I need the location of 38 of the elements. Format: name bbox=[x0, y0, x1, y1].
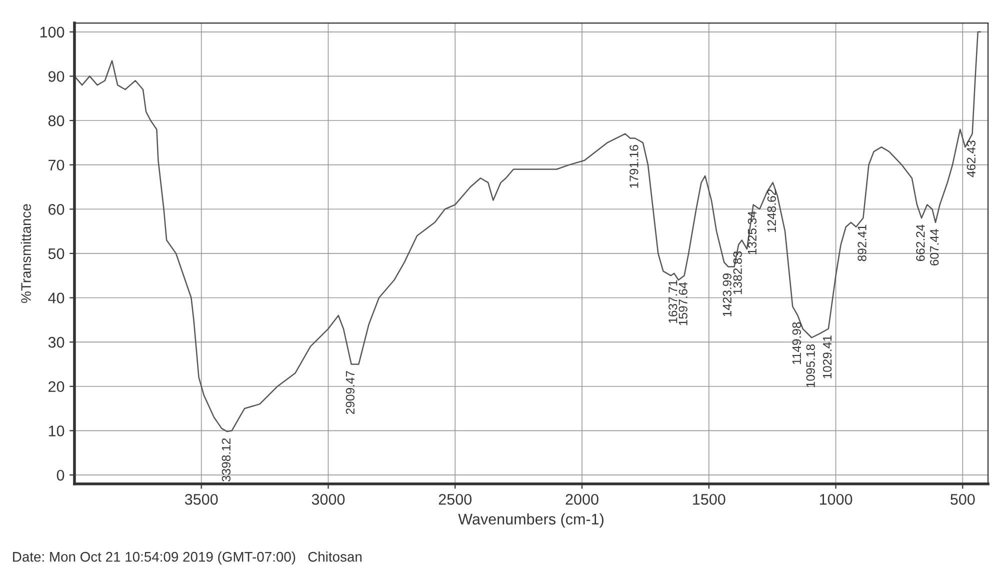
x-tick-label: 2000 bbox=[566, 494, 598, 505]
y-tick-label: 70 bbox=[48, 160, 64, 171]
y-tick-label: 30 bbox=[48, 336, 64, 348]
x-tick-label: 3000 bbox=[312, 494, 345, 505]
annotation: 1382.83 bbox=[733, 251, 742, 294]
x-axis-title: Wavenumbers (cm-1) bbox=[458, 513, 604, 528]
annotation: 1248.62 bbox=[767, 189, 776, 232]
y-tick-label: 80 bbox=[48, 115, 64, 126]
x-tick-label: 3500 bbox=[184, 494, 218, 505]
x-tick-label: 2500 bbox=[438, 494, 472, 505]
annotation: 1029.41 bbox=[822, 336, 832, 378]
annotation: 1791.16 bbox=[630, 145, 638, 188]
y-tick-label: 0 bbox=[56, 470, 64, 481]
x-tick-label: 1500 bbox=[693, 494, 726, 505]
y-tick-label: 50 bbox=[48, 248, 64, 260]
y-tick-label: 20 bbox=[48, 381, 64, 392]
y-tick-label: 40 bbox=[48, 292, 64, 304]
x-tick-label: 500 bbox=[950, 494, 975, 505]
annotation: 892.41 bbox=[858, 224, 866, 262]
annotation: 2909.47 bbox=[346, 371, 354, 414]
annotation: 1423.99 bbox=[722, 274, 732, 316]
annotation: 1095.18 bbox=[806, 344, 815, 388]
annotation: 462.43 bbox=[966, 140, 976, 178]
y-axis-title: %Transmittance bbox=[20, 204, 31, 303]
y-tick-label: 60 bbox=[48, 204, 64, 215]
x-tick-label: 1000 bbox=[820, 494, 852, 505]
line-series bbox=[74, 31, 982, 432]
annotation: 3398.12 bbox=[222, 438, 230, 482]
annotation: 662.24 bbox=[916, 224, 925, 261]
annotation: 1325.34 bbox=[748, 211, 756, 254]
y-tick-label: 10 bbox=[48, 426, 64, 436]
y-tick-label: 90 bbox=[48, 71, 64, 82]
annotation: 1597.64 bbox=[678, 282, 688, 326]
text: Date: Mon Oct 21 10:54:09 2019 (GMT-07:00) Chitosan bbox=[13, 552, 362, 564]
annotation: 1149.98 bbox=[792, 322, 801, 364]
y-tick-label: 100 bbox=[40, 26, 64, 38]
annotation: 1637.71 bbox=[668, 280, 678, 323]
annotation: 607.44 bbox=[930, 229, 939, 266]
